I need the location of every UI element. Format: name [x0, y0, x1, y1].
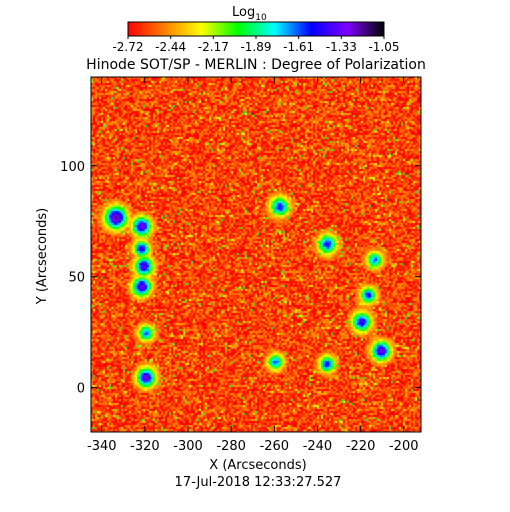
- x-tick-label: -200: [389, 439, 419, 454]
- y-axis: 0 50 100: [60, 160, 421, 397]
- x-tick-label: -340: [87, 439, 117, 454]
- y-tick-label: 50: [68, 271, 85, 286]
- x-tick-label: -320: [130, 439, 160, 454]
- chart-title: Hinode SOT/SP - MERLIN : Degree of Polar…: [86, 57, 426, 73]
- x-tick-label: -280: [216, 439, 246, 454]
- colorbar-tick-label: -2.44: [155, 40, 186, 54]
- colorbar-tick-label: -2.72: [112, 40, 143, 54]
- x-tick-label: -240: [303, 439, 333, 454]
- x-tick-label: -300: [173, 439, 203, 454]
- x-axis-label: X (Arcseconds): [209, 458, 306, 473]
- heatmap-canvas: [91, 77, 421, 432]
- heatmap-image: [91, 77, 421, 432]
- x-axis: -340 -320 -300 -280 -260 -240 -220 -200: [87, 77, 419, 454]
- x-tick-label: -220: [346, 439, 376, 454]
- y-axis-label: Y (Arcseconds): [35, 208, 50, 305]
- colorbar-tick-label: -1.05: [368, 40, 399, 54]
- timestamp: 17-Jul-2018 12:33:27.527: [175, 475, 342, 490]
- colorbar-tick-label: -1.33: [326, 40, 357, 54]
- plot-frame: [90, 76, 422, 433]
- x-tick-label: -260: [260, 439, 290, 454]
- colorbar-tick-label: -1.89: [240, 40, 271, 54]
- y-tick-label: 0: [77, 382, 85, 397]
- colorbar-tick-label: -1.61: [283, 40, 314, 54]
- y-tick-label: 100: [60, 160, 85, 175]
- colorbar-ticks: -2.72 -2.44 -2.17 -1.89 -1.61 -1.33 -1.05: [112, 36, 400, 54]
- colorbar-label: Log10: [232, 5, 267, 23]
- colorbar-tick-label: -2.17: [198, 40, 229, 54]
- colorbar: [127, 21, 385, 37]
